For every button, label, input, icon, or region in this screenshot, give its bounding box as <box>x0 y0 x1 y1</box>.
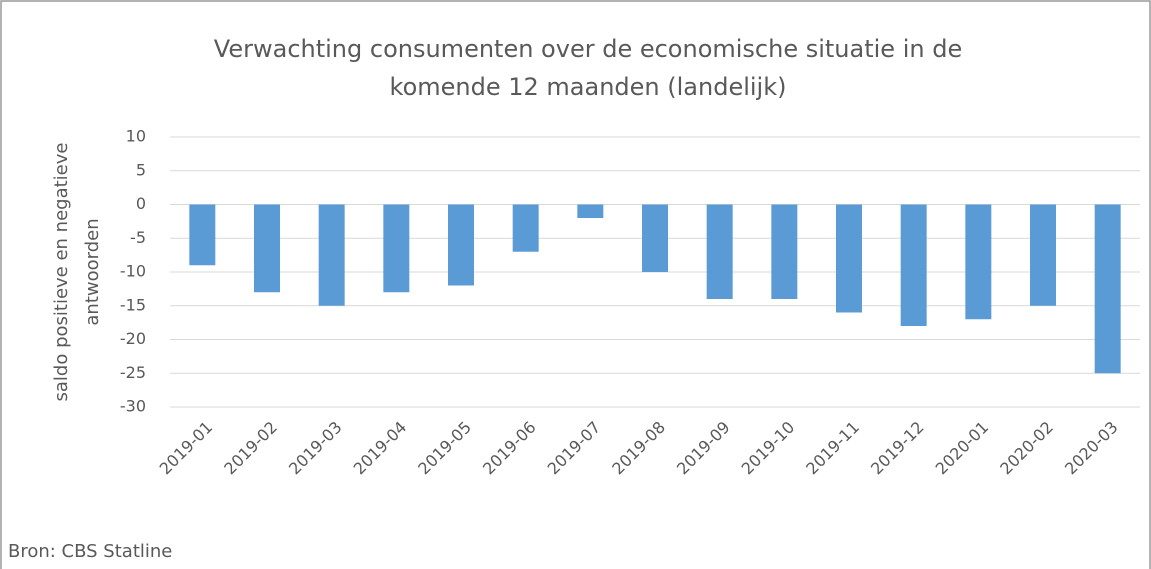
bar <box>254 204 280 293</box>
bar <box>383 204 410 293</box>
bar <box>836 204 862 313</box>
y-axis-label: antwoorden <box>82 218 103 325</box>
y-tick-label: -30 <box>120 397 146 416</box>
bar <box>771 204 798 299</box>
bar <box>642 204 668 272</box>
bar <box>1030 204 1056 306</box>
y-tick-label: -5 <box>130 228 146 247</box>
bar <box>189 204 216 266</box>
chart-title: Verwachting consumenten over de economis… <box>214 35 962 63</box>
y-axis-label: saldo positieve en negatieve <box>51 143 72 402</box>
y-tick-label: 0 <box>136 194 146 213</box>
chart-title: komende 12 maanden (landelijk) <box>390 73 787 101</box>
bar <box>900 204 927 326</box>
bar <box>577 204 604 218</box>
source-note: Bron: CBS Statline <box>8 541 172 562</box>
y-tick-label: 10 <box>126 127 146 146</box>
y-tick-label: -20 <box>120 329 146 348</box>
bar <box>706 204 733 299</box>
y-tick-label: -15 <box>120 295 146 314</box>
y-tick-label: 5 <box>136 160 146 179</box>
bar <box>512 204 539 252</box>
bar <box>965 204 992 320</box>
y-tick-label: -10 <box>120 262 146 281</box>
bar <box>448 204 474 286</box>
bar <box>318 204 345 306</box>
bar <box>1094 204 1121 374</box>
y-tick-label: -25 <box>120 363 146 382</box>
